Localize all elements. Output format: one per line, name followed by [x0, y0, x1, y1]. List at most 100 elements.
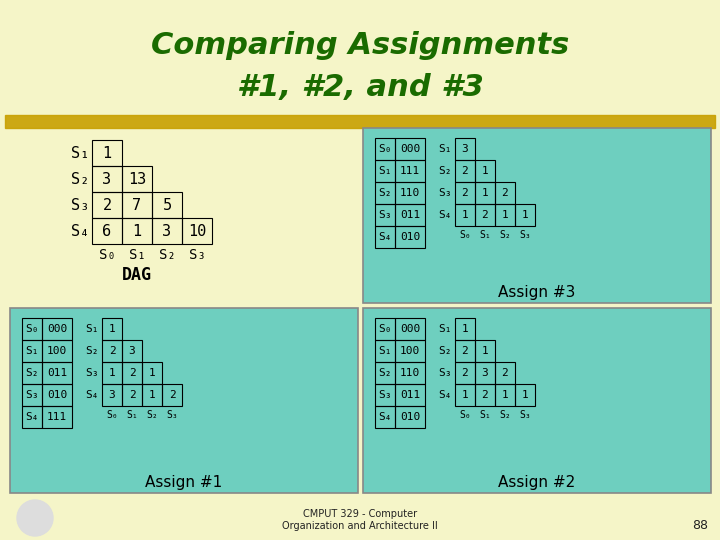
Text: S₃: S₃ — [86, 368, 99, 378]
Text: S₁: S₁ — [378, 166, 392, 176]
Bar — [42, 362, 72, 384]
Text: 2: 2 — [462, 368, 469, 378]
Text: 2: 2 — [109, 346, 115, 356]
Bar — [375, 340, 395, 362]
Text: S₀: S₀ — [378, 324, 392, 334]
Bar — [363, 128, 711, 303]
Bar — [22, 340, 42, 362]
Bar — [475, 384, 495, 406]
Text: S₂: S₂ — [438, 166, 452, 176]
Text: S₁: S₁ — [129, 248, 145, 262]
Bar — [122, 384, 142, 406]
Text: 2: 2 — [168, 390, 176, 400]
Text: 1: 1 — [148, 368, 156, 378]
Text: Assign #2: Assign #2 — [498, 476, 575, 490]
Bar — [375, 226, 395, 248]
Text: S₁: S₁ — [126, 410, 138, 420]
Text: S₀: S₀ — [459, 410, 471, 420]
Bar — [122, 362, 142, 384]
Bar — [455, 340, 475, 362]
Bar — [495, 362, 515, 384]
Bar — [162, 384, 182, 406]
Text: 011: 011 — [400, 390, 420, 400]
Text: S₂: S₂ — [86, 346, 99, 356]
Text: S₀: S₀ — [459, 230, 471, 240]
Text: 1: 1 — [462, 390, 469, 400]
Bar — [475, 160, 495, 182]
Bar — [395, 182, 425, 204]
Text: 1: 1 — [502, 390, 508, 400]
Text: 6: 6 — [102, 224, 112, 239]
Bar — [375, 318, 395, 340]
Text: CMPUT 329 - Computer
Organization and Architecture II: CMPUT 329 - Computer Organization and Ar… — [282, 509, 438, 531]
Bar — [475, 340, 495, 362]
Bar — [395, 340, 425, 362]
Bar — [455, 318, 475, 340]
Bar — [395, 204, 425, 226]
Bar — [475, 204, 495, 226]
Text: S₄: S₄ — [438, 210, 452, 220]
Text: S₂: S₂ — [499, 230, 511, 240]
Text: Comparing Assignments: Comparing Assignments — [151, 30, 569, 59]
Bar — [122, 192, 152, 218]
Bar — [22, 362, 42, 384]
Text: S₂: S₂ — [158, 248, 176, 262]
Text: S₄: S₄ — [86, 390, 99, 400]
Text: 110: 110 — [400, 188, 420, 198]
Text: 3: 3 — [482, 368, 488, 378]
Bar — [42, 318, 72, 340]
Text: S₄: S₄ — [25, 412, 39, 422]
Bar — [102, 362, 122, 384]
Text: 011: 011 — [400, 210, 420, 220]
Text: S₀: S₀ — [106, 410, 118, 420]
Bar — [363, 308, 711, 493]
Bar — [122, 218, 152, 244]
Bar — [375, 138, 395, 160]
Text: 2: 2 — [482, 210, 488, 220]
Text: S₃: S₃ — [71, 198, 89, 213]
Bar — [495, 182, 515, 204]
Text: S₁: S₁ — [86, 324, 99, 334]
Text: 2: 2 — [102, 198, 112, 213]
Text: 5: 5 — [163, 198, 171, 213]
Text: DAG: DAG — [122, 266, 152, 284]
Text: 100: 100 — [400, 346, 420, 356]
Bar — [122, 166, 152, 192]
Text: S₂: S₂ — [378, 368, 392, 378]
Bar — [142, 362, 162, 384]
Text: S₀: S₀ — [378, 144, 392, 154]
Bar — [375, 362, 395, 384]
Text: 3: 3 — [129, 346, 135, 356]
Bar — [182, 218, 212, 244]
Bar — [395, 406, 425, 428]
Text: S₃: S₃ — [189, 248, 205, 262]
Bar — [10, 308, 358, 493]
Text: Assign #1: Assign #1 — [145, 476, 222, 490]
Bar — [92, 192, 122, 218]
Bar — [92, 166, 122, 192]
Text: 2: 2 — [462, 346, 469, 356]
Bar — [42, 340, 72, 362]
Text: 011: 011 — [47, 368, 67, 378]
Bar — [142, 384, 162, 406]
Text: S₀: S₀ — [25, 324, 39, 334]
Circle shape — [17, 500, 53, 536]
Bar — [455, 160, 475, 182]
Text: 000: 000 — [47, 324, 67, 334]
Text: 010: 010 — [47, 390, 67, 400]
Text: 1: 1 — [482, 346, 488, 356]
Bar — [375, 406, 395, 428]
Bar — [475, 362, 495, 384]
Text: S₃: S₃ — [519, 230, 531, 240]
Bar — [455, 182, 475, 204]
Bar — [42, 384, 72, 406]
Bar — [375, 384, 395, 406]
Text: S₂: S₂ — [378, 188, 392, 198]
Text: 1: 1 — [482, 188, 488, 198]
Bar — [395, 138, 425, 160]
Text: 1: 1 — [502, 210, 508, 220]
Bar — [495, 204, 515, 226]
Text: 2: 2 — [462, 188, 469, 198]
Text: 2: 2 — [502, 368, 508, 378]
Bar — [495, 384, 515, 406]
